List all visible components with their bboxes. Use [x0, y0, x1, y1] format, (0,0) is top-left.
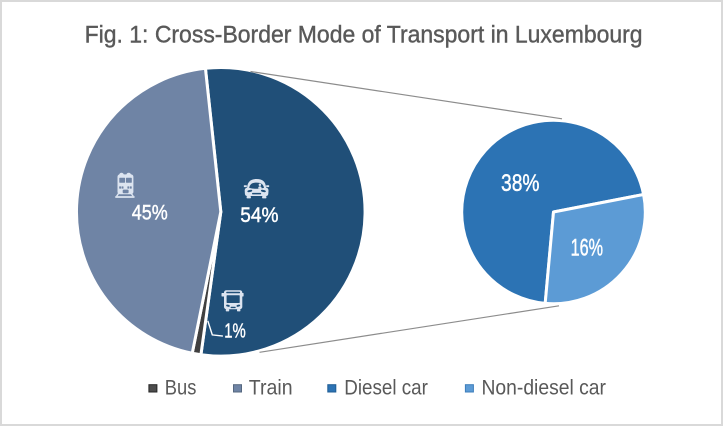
- svg-text:Non-diesel car: Non-diesel car: [482, 377, 606, 400]
- svg-text:1%: 1%: [224, 321, 246, 343]
- svg-text:16%: 16%: [571, 234, 604, 261]
- svg-text:45%: 45%: [132, 200, 168, 224]
- svg-text:Fig. 1: Cross-Border Mode of T: Fig. 1: Cross-Border Mode of Transport i…: [85, 22, 643, 49]
- svg-text:54%: 54%: [240, 203, 278, 227]
- svg-text:Bus: Bus: [165, 377, 197, 400]
- svg-text:38%: 38%: [501, 170, 540, 197]
- svg-text:Train: Train: [249, 377, 293, 400]
- svg-text:Diesel car: Diesel car: [344, 377, 428, 400]
